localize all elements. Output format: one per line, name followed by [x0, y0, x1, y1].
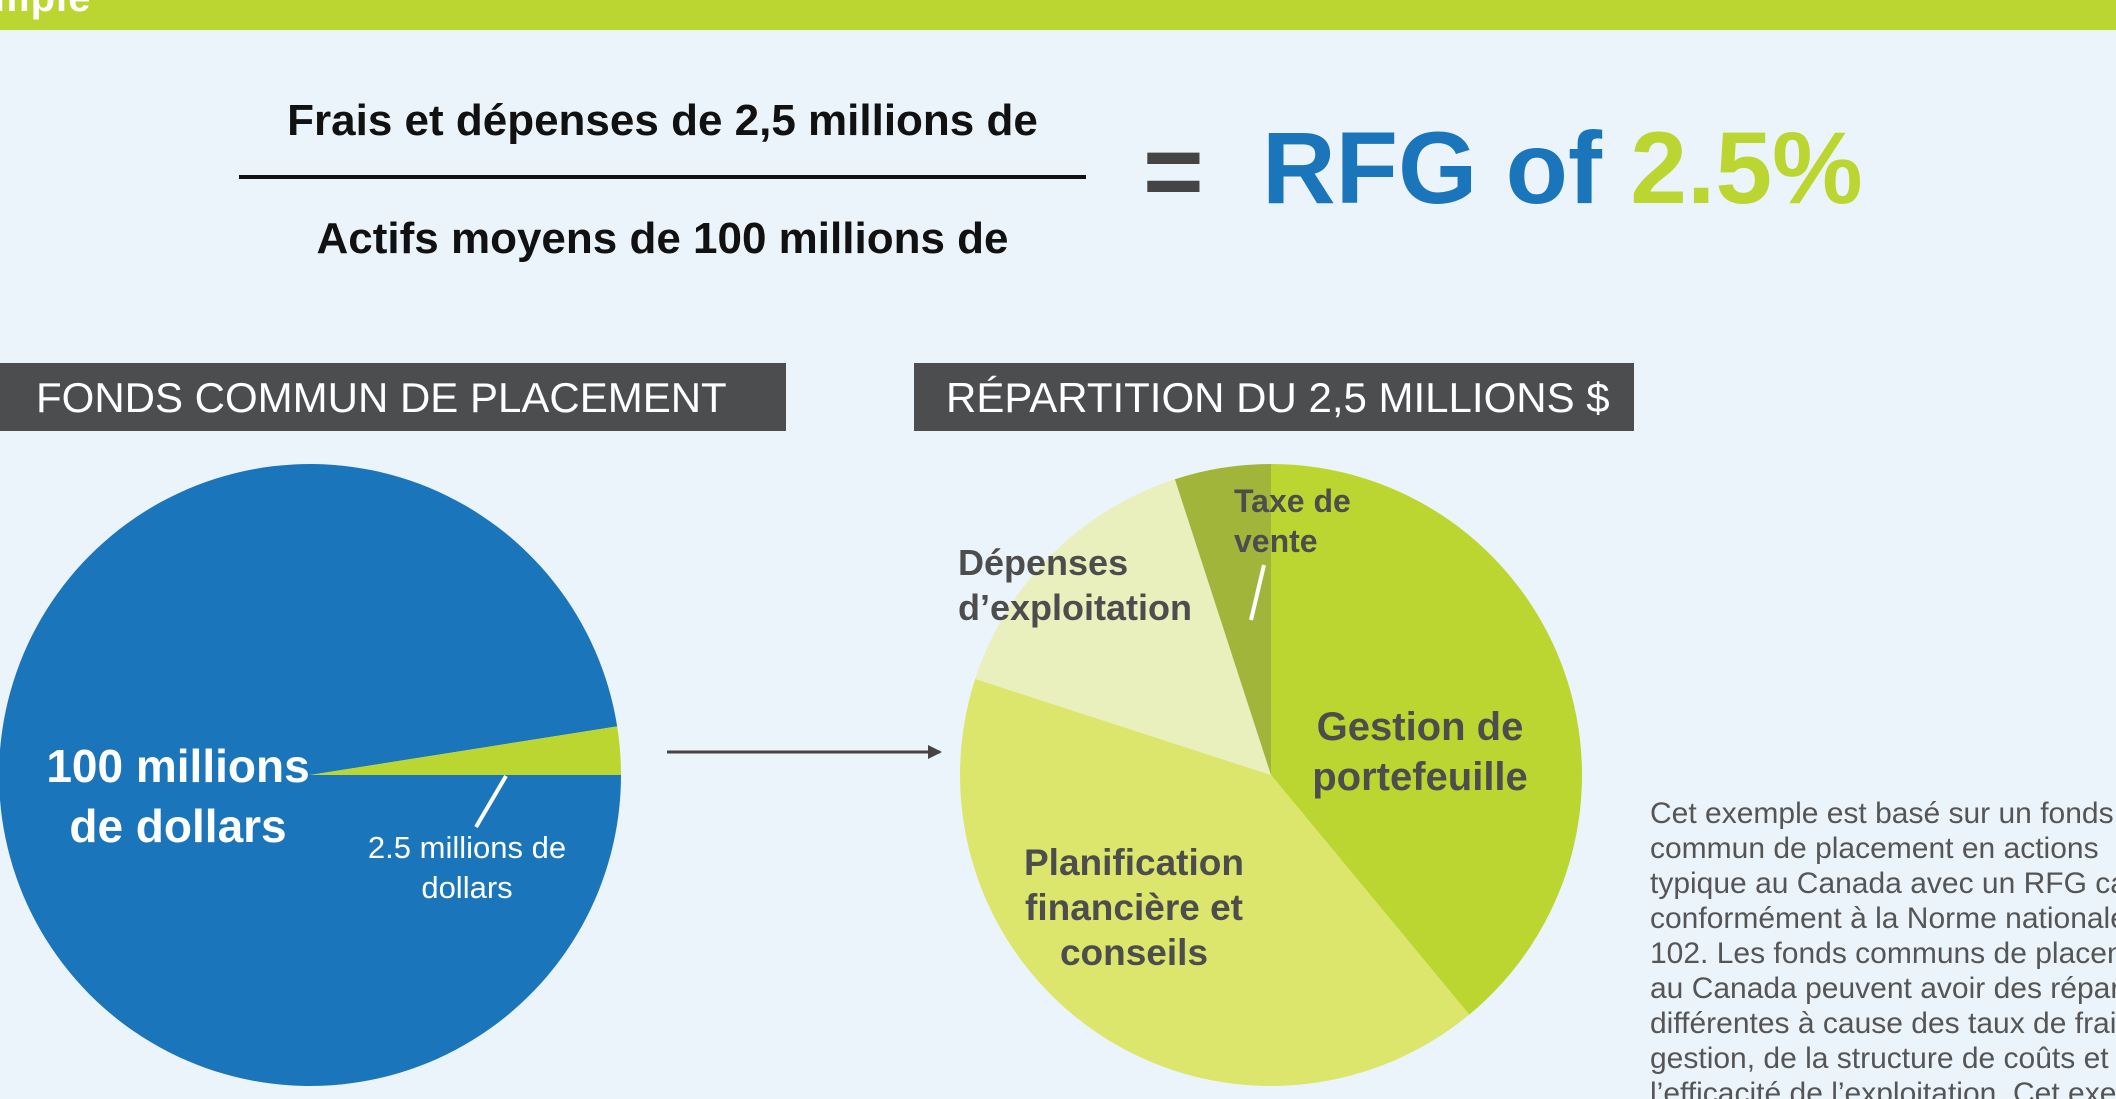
slice-label-line: 100 millions: [46, 740, 309, 792]
slice-label-line: 2.5 millions de: [368, 830, 566, 865]
slice-label-line: financière et: [1025, 887, 1243, 928]
note-line: gestion, de la structure de coûts et d: [1650, 1042, 2116, 1075]
slice-label-line: conseils: [1060, 932, 1208, 973]
note-line: commun de placement en actions: [1650, 832, 2099, 865]
slice-label-line: dollars: [421, 870, 512, 905]
pie-slice: [310, 726, 621, 775]
header-title: mple: [0, 0, 91, 21]
formula-denominator: Actifs moyens de 100 millions de: [316, 214, 1009, 263]
note-line: typique au Canada avec un RFG ca: [1650, 867, 2116, 900]
slice-label: Taxe de vente: [1234, 483, 1351, 559]
rfg-value: 2.5%: [1630, 111, 1863, 225]
pie-slice: [1271, 464, 1583, 1015]
rfg-result: RFG of 2.5%: [1262, 108, 1863, 228]
note-line: 102. Les fonds communs de placem: [1650, 937, 2116, 970]
slice-label-line: Gestion de: [1317, 705, 1524, 749]
pie-slice: [975, 479, 1271, 775]
slice-label-line: vente: [1234, 523, 1318, 559]
pie-slice: [959, 678, 1470, 1087]
mutual-fund-section-title: FONDS COMMUN DE PLACEMENT: [0, 363, 786, 431]
footnote-text: Cet exemple est basé sur un fonds commun…: [1650, 796, 2116, 1099]
equals-sign: =: [1143, 114, 1204, 230]
slice-label: 100 millions de dollars: [46, 740, 309, 852]
pie-slice: [0, 464, 621, 1086]
slice-label-line: d’exploitation: [958, 587, 1192, 628]
slice-label: Gestion de portefeuille: [1312, 705, 1528, 799]
rfg-prefix: RFG of: [1262, 111, 1602, 225]
expense-breakdown-pie: Gestion de portefeuille Planification finan…: [958, 464, 1583, 1087]
note-line: Cet exemple est basé sur un fonds: [1650, 797, 2114, 830]
note-line: au Canada peuvent avoir des répart: [1650, 972, 2116, 1005]
slice-label-line: Planification: [1024, 842, 1244, 883]
slice-label: Planification financière et conseils: [1024, 842, 1244, 973]
note-line: conformément à la Norme nationale: [1650, 902, 2116, 935]
fraction-line: [239, 175, 1086, 179]
breakdown-section-title: RÉPARTITION DU 2,5 MILLIONS $: [914, 363, 1634, 431]
header-bar: mple: [0, 0, 2116, 30]
slice-leader-line: [474, 774, 508, 829]
slice-label: 2.5 millions de dollars: [368, 830, 566, 905]
slice-leader-line: [1249, 564, 1266, 621]
note-line: l’efficacité de l’exploitation. Cet exem: [1650, 1077, 2116, 1099]
note-line: différentes à cause des taux de frais: [1650, 1007, 2116, 1040]
slice-label-line: de dollars: [69, 800, 286, 852]
formula-numerator: Frais et dépenses de 2,5 millions de: [287, 96, 1038, 145]
slice-label-line: Dépenses: [958, 542, 1128, 583]
pie-slice: [1174, 464, 1271, 775]
mutual-fund-pie: 100 millions de dollars 2.5 millions de dol…: [0, 464, 621, 1086]
slice-label-line: Taxe de: [1234, 483, 1351, 519]
slice-label-line: portefeuille: [1312, 755, 1528, 799]
slice-label: Dépenses d’exploitation: [958, 542, 1192, 628]
